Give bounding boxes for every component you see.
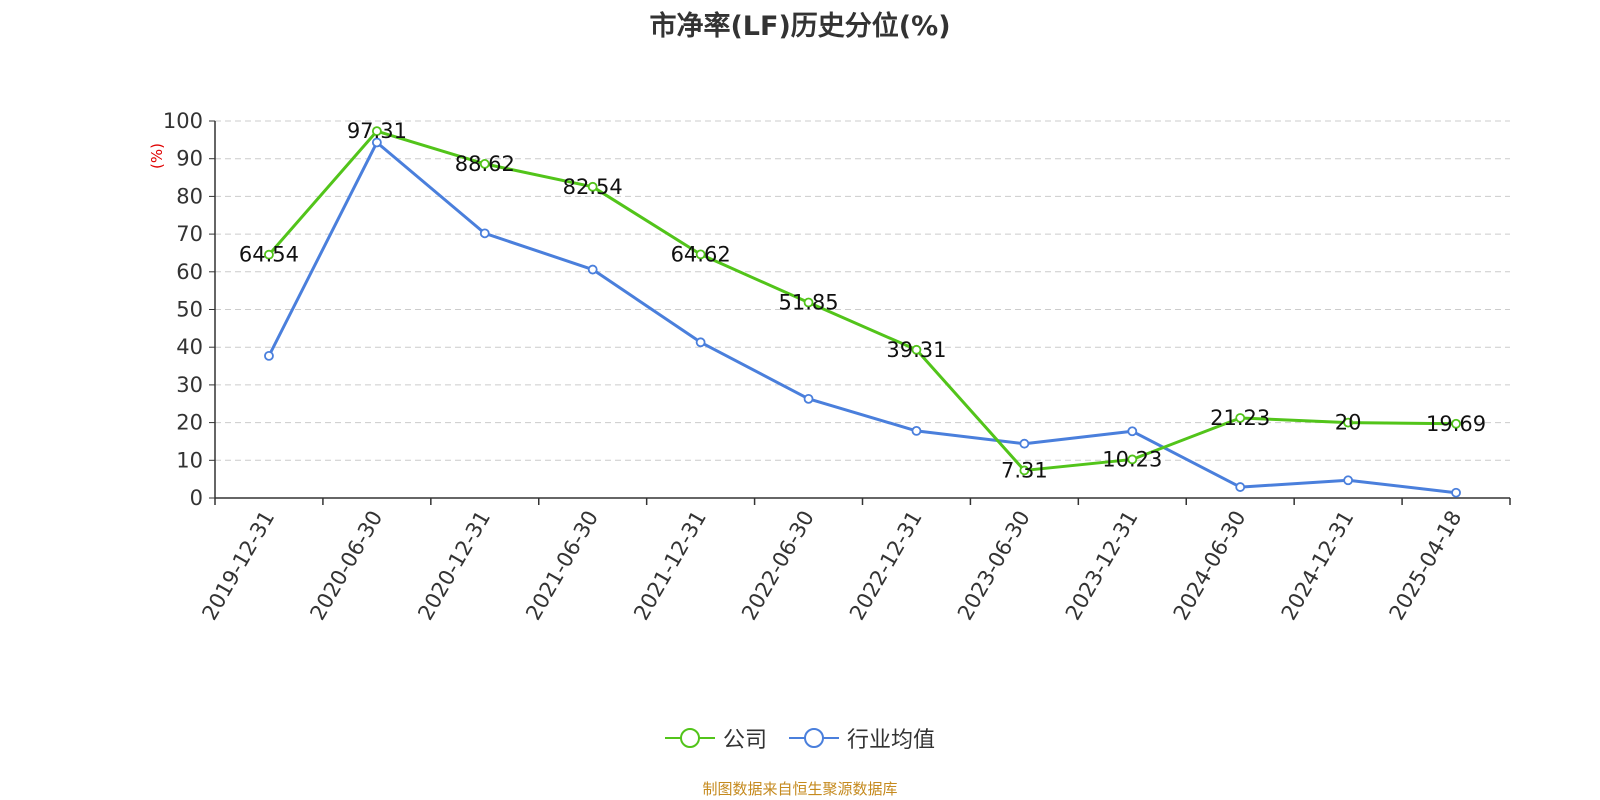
data-point[interactable] — [911, 425, 922, 436]
data-point[interactable] — [264, 249, 274, 260]
data-point[interactable] — [695, 337, 706, 348]
legend-marker-industry-average-icon — [789, 728, 839, 748]
series-lines — [264, 126, 1461, 498]
data-point[interactable] — [587, 181, 598, 192]
legend-label-industry-average: 行业均值 — [847, 728, 936, 753]
legend: 公司 行业均值 — [0, 722, 1600, 754]
y-tick-label: 100 — [163, 109, 203, 133]
source-note: 制图数据来自恒生聚源数据库 — [702, 780, 898, 798]
x-tick-label: 2025-04-18 — [1385, 507, 1467, 625]
data-point[interactable] — [803, 393, 814, 404]
data-label: 97.31 — [347, 119, 407, 143]
x-tick-label: 2023-06-30 — [953, 507, 1035, 625]
x-tick-label: 2020-06-30 — [305, 507, 387, 625]
data-label: 51.85 — [778, 291, 838, 315]
x-tick-label: 2021-12-31 — [629, 507, 711, 625]
y-axis-label: (%) — [148, 143, 166, 169]
data-point[interactable] — [1235, 413, 1246, 423]
series-line-0 — [267, 129, 1457, 472]
legend-item-company[interactable]: 公司 — [664, 722, 767, 754]
data-point[interactable] — [1019, 465, 1030, 476]
y-tick-label: 20 — [176, 411, 203, 435]
legend-marker-company-icon — [664, 728, 715, 748]
legend-label-company: 公司 — [722, 728, 767, 753]
chart-title: 市净率(LF)历史分位(%) — [649, 11, 951, 42]
y-tick-label: 0 — [190, 486, 203, 510]
data-point[interactable] — [587, 264, 598, 275]
data-point[interactable] — [479, 228, 490, 239]
data-point[interactable] — [1127, 426, 1138, 437]
axes: 0 10 20 30 40 50 60 70 80 90 100 2019-12-31 2020-06-… — [163, 109, 1511, 625]
data-label: 10.23 — [1102, 447, 1162, 471]
data-point[interactable] — [1343, 475, 1354, 486]
data-point[interactable] — [1343, 417, 1354, 428]
data-label: 21.23 — [1210, 406, 1270, 430]
data-label: 39.31 — [886, 338, 946, 362]
y-tick-label: 40 — [176, 335, 203, 359]
data-point[interactable] — [1451, 418, 1461, 429]
data-point[interactable] — [1127, 454, 1138, 465]
data-point[interactable] — [911, 344, 922, 355]
data-point[interactable] — [1019, 438, 1030, 449]
data-label: 20 — [1335, 411, 1362, 435]
x-tick-label: 2023-12-31 — [1061, 507, 1143, 625]
y-tick-label: 80 — [176, 184, 203, 208]
data-point[interactable] — [479, 159, 490, 169]
y-tick-label: 70 — [176, 222, 203, 246]
legend-item-industry-average[interactable]: 行业均值 — [789, 722, 935, 754]
data-point[interactable] — [695, 249, 706, 260]
x-tick-label: 2024-12-31 — [1277, 507, 1359, 625]
data-point[interactable] — [371, 137, 382, 148]
data-label: 88.62 — [455, 152, 515, 176]
y-tick-label: 60 — [176, 260, 203, 284]
data-label: 64.54 — [239, 243, 299, 267]
data-labels: 64.54 97.31 88.62 82.54 64.62 51.85 39.31 7.31 1… — [239, 119, 1486, 482]
x-tick-label: 2022-12-31 — [845, 506, 927, 624]
data-point[interactable] — [264, 350, 274, 361]
x-tick-label: 2021-06-30 — [521, 507, 603, 625]
data-point[interactable] — [1235, 482, 1246, 492]
series-line-1 — [267, 140, 1457, 495]
x-tick-label: 2024-06-30 — [1169, 507, 1251, 625]
y-tick-label: 90 — [176, 147, 203, 171]
y-tick-label: 50 — [176, 298, 203, 322]
y-tick-label: 10 — [176, 448, 203, 472]
data-label: 19.69 — [1426, 412, 1486, 436]
data-point[interactable] — [371, 126, 382, 137]
data-label: 7.31 — [1001, 458, 1048, 482]
grid-lines — [215, 120, 1510, 461]
y-tick-label: 30 — [176, 373, 203, 397]
x-tick-label: 2022-06-30 — [737, 507, 819, 625]
data-point[interactable] — [1451, 487, 1461, 498]
data-label: 82.54 — [563, 175, 623, 199]
x-tick-label: 2019-12-31 — [197, 507, 279, 625]
x-tick-label: 2020-12-31 — [413, 506, 495, 624]
data-label: 64.62 — [671, 242, 731, 266]
data-point[interactable] — [803, 297, 814, 308]
